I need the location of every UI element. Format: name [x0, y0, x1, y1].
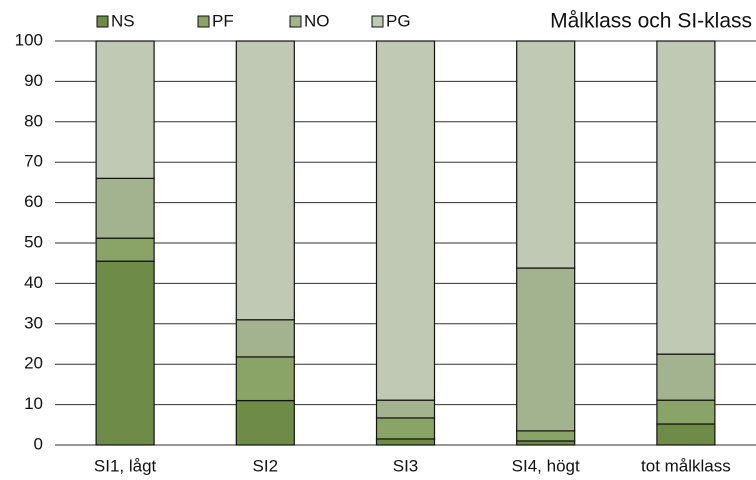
legend-swatch — [197, 15, 210, 28]
legend-swatch — [289, 15, 302, 28]
bar-segment — [95, 40, 155, 179]
y-tick-label: 20 — [24, 354, 43, 373]
chart-title: Målklass och SI-klass — [550, 10, 752, 33]
bar-segment — [656, 40, 716, 355]
bar-segment — [235, 399, 295, 446]
x-tick-label: SI1, lågt — [94, 456, 157, 475]
bar-segment — [656, 353, 716, 401]
bar-segment — [656, 423, 716, 446]
y-tick-label: 10 — [24, 394, 43, 413]
y-tick-label: 0 — [34, 434, 43, 453]
bar-segment — [375, 399, 436, 419]
y-tick-label: 100 — [15, 30, 43, 49]
bar-segment — [235, 40, 295, 321]
bar-segment — [516, 40, 576, 269]
x-tick-label: tot målklass — [641, 456, 731, 475]
legend-label: NS — [111, 11, 135, 30]
bar-segment — [375, 40, 436, 401]
y-tick-label: 30 — [24, 313, 43, 332]
bar-segment — [516, 430, 576, 442]
bar-segment — [375, 438, 436, 446]
y-tick-label: 80 — [24, 111, 43, 130]
legend-swatch — [371, 15, 384, 28]
bar-segment — [95, 260, 155, 446]
y-tick-label: 60 — [24, 192, 43, 211]
x-tick-label: SI4, högt — [512, 456, 580, 475]
bar-segment — [235, 319, 295, 358]
bar-segment — [375, 417, 436, 440]
legend-label: PG — [386, 11, 411, 30]
y-tick-label: 50 — [24, 232, 43, 251]
legend-label: NO — [304, 11, 330, 30]
x-tick-label: SI3 — [393, 456, 419, 475]
bar-segment — [516, 267, 576, 432]
x-tick-label: SI2 — [253, 456, 279, 475]
bar-segment — [95, 177, 155, 239]
bar-segment — [516, 440, 576, 446]
bar-segment — [656, 399, 716, 425]
y-tick-label: 40 — [24, 273, 43, 292]
bar-segment — [235, 356, 295, 402]
bar-segment — [95, 237, 155, 262]
legend-swatch — [96, 15, 109, 28]
y-tick-label: 70 — [24, 152, 43, 171]
legend-label: PF — [212, 11, 234, 30]
y-tick-label: 90 — [24, 71, 43, 90]
